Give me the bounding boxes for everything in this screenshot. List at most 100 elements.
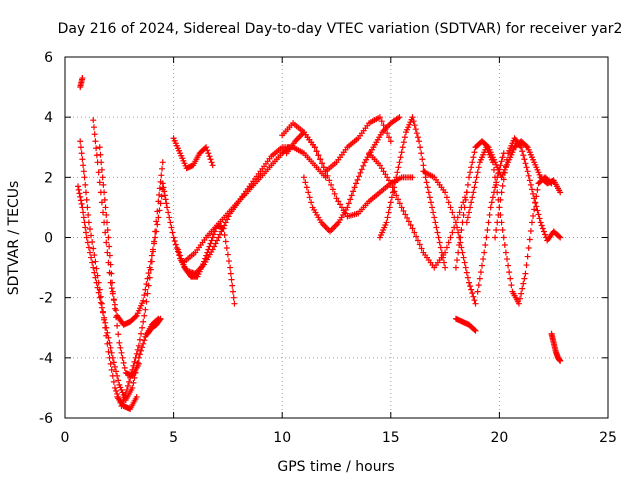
data-point-s17 <box>465 209 472 216</box>
data-point-s8 <box>203 252 210 259</box>
data-point-s3 <box>96 294 103 301</box>
data-point-s7 <box>161 192 168 199</box>
data-point-s11 <box>319 160 326 167</box>
data-point-s17 <box>520 280 527 287</box>
data-point-s8 <box>225 258 232 265</box>
data-point-s1 <box>139 324 146 331</box>
data-point-s14 <box>418 245 425 252</box>
data-point-s2 <box>132 313 139 320</box>
data-point-s3 <box>130 379 137 386</box>
data-point-s8 <box>177 252 184 259</box>
y-tick-label: 2 <box>44 170 53 186</box>
data-point-s16 <box>460 211 467 218</box>
data-point-s16 <box>523 143 530 150</box>
data-point-s1 <box>142 306 149 313</box>
data-point-s8 <box>228 276 235 283</box>
data-point-s15 <box>454 224 461 231</box>
data-point-s12 <box>351 184 358 191</box>
data-point-s15 <box>470 293 477 300</box>
data-point-s3 <box>81 219 88 226</box>
data-point-s15 <box>471 297 478 304</box>
data-point-s3 <box>114 372 121 379</box>
data-point-s2 <box>152 234 159 241</box>
data-point-s11 <box>378 118 385 125</box>
data-point-s15 <box>462 264 469 271</box>
data-point-s17 <box>534 186 541 193</box>
data-point-s13 <box>417 144 424 151</box>
data-point-s8 <box>207 240 214 247</box>
data-point-s10 <box>326 177 333 184</box>
data-point-s17 <box>526 236 533 243</box>
data-point-s18 <box>522 160 529 167</box>
data-point-s14 <box>442 249 449 256</box>
data-point-s13 <box>422 174 429 181</box>
data-point-s13 <box>401 134 408 141</box>
data-point-s14 <box>398 204 405 211</box>
data-point-s17 <box>467 204 474 211</box>
data-point-s5 <box>117 344 124 351</box>
data-point-s13 <box>423 179 430 186</box>
data-point-s17 <box>490 166 497 173</box>
data-point-s5 <box>105 234 112 241</box>
data-point-s1 <box>108 366 115 373</box>
data-point-s1 <box>80 162 87 169</box>
data-point-s5 <box>96 144 103 151</box>
data-point-s8 <box>231 300 238 307</box>
data-point-s6 <box>209 162 216 169</box>
data-point-s17 <box>508 282 515 289</box>
data-point-s13 <box>416 138 423 145</box>
data-point-s3 <box>129 384 136 391</box>
data-point-s1 <box>85 211 92 218</box>
data-point-s18 <box>498 189 505 196</box>
data-point-s1 <box>135 342 142 349</box>
data-point-s8 <box>206 243 213 250</box>
data-point-s13 <box>388 194 395 201</box>
data-point-s18 <box>532 199 539 206</box>
data-point-s15 <box>447 204 454 211</box>
data-point-s14 <box>445 239 452 246</box>
data-point-s8 <box>180 261 187 268</box>
data-point-s1 <box>138 330 145 337</box>
data-point-s3 <box>80 214 87 221</box>
data-point-s17 <box>523 262 530 269</box>
data-point-s16 <box>471 149 478 156</box>
data-point-s15 <box>451 214 458 221</box>
data-point-s17 <box>528 219 535 226</box>
data-point-s20 <box>471 326 478 333</box>
data-point-s5 <box>116 339 123 346</box>
data-point-s19 <box>490 189 497 196</box>
data-point-s7 <box>169 229 176 236</box>
data-point-s1 <box>113 387 120 394</box>
data-point-s1 <box>156 185 163 192</box>
data-point-s2 <box>142 286 149 293</box>
data-point-s19 <box>481 249 488 256</box>
data-point-s19 <box>496 166 503 173</box>
data-point-s5 <box>109 279 116 286</box>
data-point-s16 <box>468 164 475 171</box>
data-point-s16 <box>467 169 474 176</box>
data-point-s17 <box>500 234 507 241</box>
data-point-s18 <box>526 177 533 184</box>
data-point-s14 <box>385 177 392 184</box>
data-point-s7 <box>162 196 169 203</box>
data-point-s12 <box>355 173 362 180</box>
data-point-s1 <box>159 159 166 166</box>
data-point-s5 <box>120 359 127 366</box>
data-point-s17 <box>521 275 528 282</box>
data-point-s19 <box>477 269 484 276</box>
data-point-s17 <box>504 256 511 263</box>
data-point-s5 <box>111 305 118 312</box>
data-point-s16 <box>469 159 476 166</box>
data-point-s14 <box>407 221 414 228</box>
data-point-s8 <box>208 237 215 244</box>
data-point-s14 <box>393 192 400 199</box>
data-point-s2 <box>140 297 147 304</box>
data-point-s12 <box>305 189 312 196</box>
data-point-s18 <box>497 196 504 203</box>
data-point-s17 <box>531 206 538 213</box>
data-point-s13 <box>395 164 402 171</box>
data-point-s13 <box>398 149 405 156</box>
data-point-s1 <box>86 225 93 232</box>
data-point-s14 <box>404 214 411 221</box>
data-point-s15 <box>461 259 468 266</box>
